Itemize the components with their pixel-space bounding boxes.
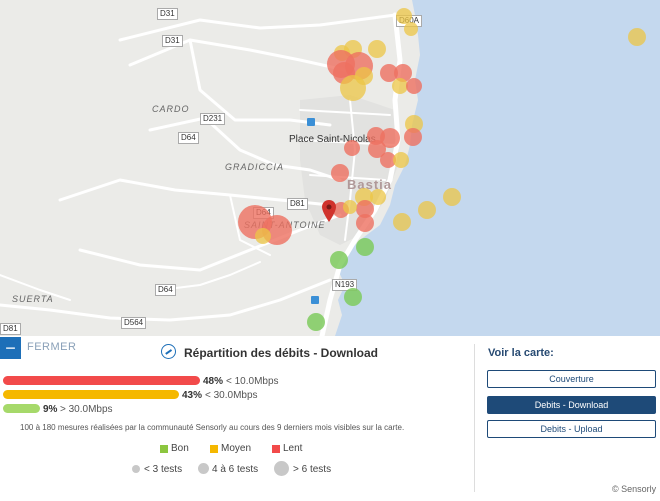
legend-label-slow: Lent [283,443,303,454]
city-label-bastia: Bastia [347,177,393,192]
measurement-dot[interactable] [356,200,374,218]
area-label-gradiccia: GRADICCIA [225,162,285,172]
legend-label-medium: Moyen [221,443,252,454]
measurement-dot[interactable] [393,152,409,168]
measurement-dot[interactable] [331,164,349,182]
size-label-small: < 3 tests [144,464,183,475]
speed-bar-range: < 10.0Mbps [226,376,279,387]
measurement-dot[interactable] [344,140,360,156]
legend-label-good: Bon [171,443,189,454]
measurement-dot[interactable] [380,64,398,82]
road-label-d81: D81 [0,323,21,335]
measurement-dot[interactable] [368,40,386,58]
measurement-dot[interactable] [406,78,422,94]
road-label-d564: D564 [121,317,147,329]
speed-bar-range: > 30.0Mbps [60,404,113,415]
area-label-cardo: CARDO [152,104,190,114]
stats-panel: − FERMER Répartition des débits - Downlo… [0,336,660,501]
panel-title: Répartition des débits - Download [184,346,379,360]
speed-bar-medium [3,390,179,399]
road-label-d81: D81 [287,198,308,210]
measurement-dot[interactable] [396,8,412,24]
speed-bar-slow [3,376,200,385]
footnote: 100 à 180 mesures réalisées par la commu… [20,423,405,432]
measurement-dot[interactable] [330,251,348,269]
panel-divider [474,344,475,492]
coverage-button[interactable]: Couverture [487,370,656,388]
measurement-dot[interactable] [370,189,386,205]
road-label-d231: D231 [200,113,226,125]
map-view-title: Voir la carte: [488,347,554,359]
measurement-dot[interactable] [394,64,412,82]
legend-swatch-medium [210,445,218,453]
collapse-button[interactable]: − [0,337,21,359]
location-pin-icon[interactable] [322,200,336,222]
measurement-dot[interactable] [418,201,436,219]
speed-bar-percent: 48% [203,376,224,387]
measurement-dot[interactable] [404,128,422,146]
speed-bar-percent: 9% [43,404,58,415]
close-label[interactable]: FERMER [27,341,77,353]
size-label-medium: 4 à 6 tests [212,464,259,475]
legend-swatch-slow [272,445,280,453]
measurement-dot[interactable] [392,78,408,94]
speed-bar-range: < 30.0Mbps [205,390,258,401]
poi-label-place-saint-nicolas: Place Saint-Nicolas [289,134,376,145]
measurement-dot[interactable] [356,238,374,256]
coverage-map[interactable]: D31 D31 D60A D231 D64 D64 D81 D64 D81 D5… [0,0,660,336]
speed-bar-percent: 43% [182,390,203,401]
size-dot-large [274,461,289,476]
upload-speed-button[interactable]: Debits - Upload [487,420,656,438]
map-background [0,0,660,336]
measurement-dot[interactable] [255,228,271,244]
download-speed-button[interactable]: Debits - Download [487,396,656,414]
legend-swatch-good [160,445,168,453]
road-label-d64: D64 [178,132,199,144]
measurement-dot[interactable] [404,22,418,36]
area-label-suerta: SUERTA [12,294,54,304]
copyright: © Sensorly [612,484,657,494]
measurement-dot[interactable] [393,213,411,231]
measurement-dot[interactable] [307,313,325,331]
speedometer-icon [161,344,176,359]
road-label-d31: D31 [157,8,178,20]
measurement-dot[interactable] [355,67,373,85]
measurement-dot[interactable] [356,214,374,232]
size-label-large: > 6 tests [293,464,332,475]
size-dot-medium [198,463,209,474]
road-label-d64: D64 [155,284,176,296]
measurement-dot[interactable] [343,200,357,214]
measurement-dot[interactable] [344,288,362,306]
size-dot-small [132,465,140,473]
measurement-dot[interactable] [443,188,461,206]
measurement-dot[interactable] [380,152,396,168]
measurement-dot[interactable] [380,128,400,148]
road-label-d31: D31 [162,35,183,47]
measurement-dot[interactable] [628,28,646,46]
speed-bar-good [3,404,40,413]
